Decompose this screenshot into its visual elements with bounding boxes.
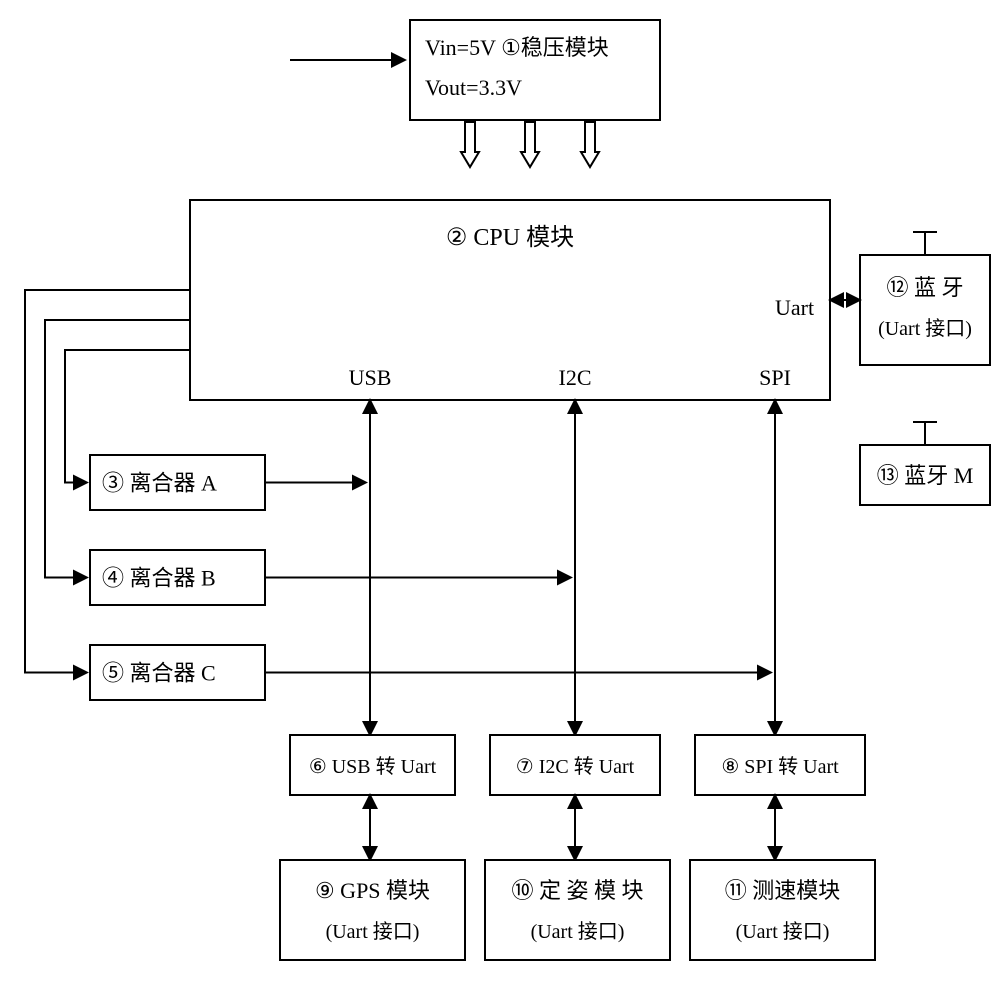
clutch-a-label: ③ 离合器 A (102, 471, 217, 496)
power-arrow-icon (521, 122, 539, 167)
gps-module-line1: ⑨ GPS 模块 (315, 878, 430, 903)
power-arrow-icon (581, 122, 599, 167)
cpu-port-uart: Uart (775, 295, 814, 320)
regulator-line2: Vout=3.3V (425, 75, 522, 100)
speed-module-box (690, 860, 875, 960)
cpu-title: ② CPU 模块 (446, 224, 574, 251)
attitude-module-box (485, 860, 670, 960)
speed-module-line1: ⑪ 测速模块 (725, 878, 841, 903)
regulator-line1: Vin=5V ①稳压模块 (425, 35, 609, 60)
cpu-port-usb: USB (349, 365, 392, 390)
cpu-to-clutch-b (45, 320, 190, 578)
power-arrow-icon (461, 122, 479, 167)
spi-uart-label: ⑧ SPI 转 Uart (721, 755, 839, 778)
cpu-port-spi: SPI (759, 365, 791, 390)
bluetooth-m-label: ⑬ 蓝牙 M (877, 463, 974, 488)
attitude-module-line2: (Uart 接口) (531, 920, 625, 943)
speed-module-line2: (Uart 接口) (736, 920, 830, 943)
bluetooth-line2: (Uart 接口) (878, 317, 972, 340)
block-diagram: Vin=5V ①稳压模块 Vout=3.3V ② CPU 模块 USB I2C SPI Ua… (0, 0, 1000, 990)
cpu-port-i2c: I2C (559, 365, 592, 390)
clutch-c-label: ⑤ 离合器 C (102, 661, 216, 686)
i2c-uart-label: ⑦ I2C 转 Uart (516, 755, 635, 778)
bluetooth-box (860, 255, 990, 365)
clutch-b-label: ④ 离合器 B (102, 566, 216, 591)
attitude-module-line1: ⑩ 定 姿 模 块 (511, 878, 643, 903)
bluetooth-line1: ⑫ 蓝 牙 (886, 275, 963, 300)
gps-module-line2: (Uart 接口) (326, 920, 420, 943)
usb-uart-label: ⑥ USB 转 Uart (309, 755, 437, 778)
gps-module-box (280, 860, 465, 960)
